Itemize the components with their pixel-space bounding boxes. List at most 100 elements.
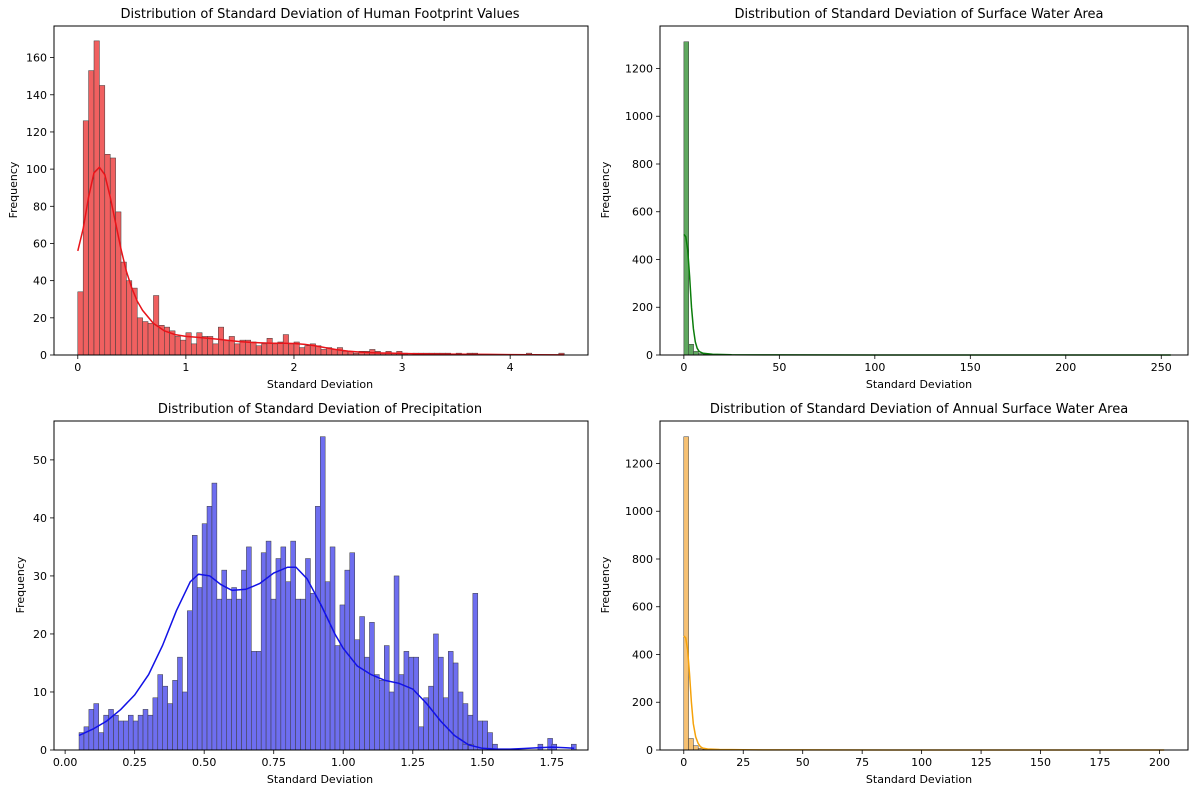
histogram-bar	[310, 593, 316, 751]
histogram-bar	[177, 656, 183, 751]
x-tick-label: 2	[290, 361, 297, 374]
histogram-bar	[304, 345, 311, 356]
x-tick-label: 1.25	[401, 756, 426, 769]
kde-line-human-footprint	[77, 166, 565, 356]
histogram-bar	[241, 569, 247, 751]
x-axis-label: Standard Deviation	[866, 378, 972, 391]
histogram-bar	[339, 604, 346, 751]
x-tick-label: 0.25	[122, 756, 147, 769]
histogram-bar	[93, 40, 100, 356]
histogram-bar	[83, 726, 90, 751]
x-tick-label: 0.00	[53, 756, 78, 769]
histogram-bar	[228, 336, 235, 356]
plot-frame	[53, 25, 589, 356]
histogram-bar	[234, 343, 241, 356]
histogram-bar	[142, 709, 149, 751]
histogram-bar	[683, 41, 689, 356]
histogram-bar	[246, 546, 252, 751]
histogram-bar	[482, 720, 488, 751]
histogram-bar	[438, 656, 444, 751]
x-ticks: 0 25 50 75 100 125 150 175 200	[680, 750, 1170, 769]
x-tick-label: 200	[1149, 756, 1170, 769]
y-axis-label: Frequency	[599, 161, 612, 218]
histogram-bar	[182, 691, 188, 751]
histogram-bar	[196, 587, 203, 751]
histogram-bar	[211, 482, 218, 751]
histogram-bar	[196, 332, 203, 356]
histogram-bar	[272, 343, 279, 356]
histogram-bar	[334, 645, 341, 751]
panel-precipitation: Distribution of Standard Deviation of Pr…	[14, 402, 589, 786]
histogram-bar	[223, 339, 230, 356]
histogram-bar	[167, 703, 173, 751]
bars-surface-water	[683, 41, 1172, 356]
y-axis-label: Frequency	[14, 556, 27, 613]
y-tick-label: 0	[646, 349, 653, 362]
histogram-bar	[142, 321, 149, 356]
histogram-bar	[300, 598, 306, 751]
y-axis-label: Frequency	[7, 161, 20, 218]
histogram-bar	[77, 291, 84, 356]
y-tick-label: 400	[632, 648, 653, 661]
histogram-bar	[218, 326, 224, 356]
y-tick-label: 50	[33, 454, 47, 467]
x-tick-label: 100	[911, 756, 932, 769]
x-tick-label: 25	[736, 756, 750, 769]
histogram-bar	[147, 714, 154, 751]
histogram-bar	[305, 558, 311, 751]
histogram-bar	[359, 616, 365, 751]
x-tick-label: 1.00	[331, 756, 356, 769]
histogram-bar	[282, 334, 289, 356]
x-tick-label: 75	[855, 756, 869, 769]
histogram-bar	[187, 610, 193, 751]
y-tick-label: 20	[33, 628, 47, 641]
histogram-bar	[201, 523, 208, 751]
histogram-bar	[236, 598, 242, 751]
histogram-bar	[201, 336, 208, 356]
histogram-bar	[324, 581, 331, 751]
histogram-bar	[255, 345, 262, 356]
histogram-bar	[180, 339, 187, 356]
y-tick-label: 20	[33, 312, 47, 325]
y-tick-label: 1000	[625, 505, 653, 518]
histogram-bar	[123, 720, 129, 751]
histogram-bar	[571, 743, 577, 751]
y-ticks: 0 20 40 60 80 100 120 140 160	[26, 52, 54, 362]
plot-frame	[53, 420, 589, 751]
histogram-bar	[433, 633, 439, 751]
bars-precipitation	[78, 436, 577, 751]
y-tick-label: 40	[33, 512, 47, 525]
histogram-bar	[147, 323, 154, 356]
histogram-bar	[693, 351, 699, 356]
x-tick-label: 150	[960, 361, 981, 374]
x-tick-label: 50	[796, 756, 810, 769]
x-tick-label: 4	[507, 361, 514, 374]
y-ticks: 0 200 400 600 800 1000 1200	[625, 457, 660, 757]
histogram-bar	[99, 85, 106, 356]
y-tick-label: 80	[33, 200, 47, 213]
histogram-bar	[688, 738, 694, 751]
y-tick-label: 800	[632, 158, 653, 171]
histogram-bar	[428, 685, 434, 751]
histogram-bar	[226, 598, 232, 751]
y-tick-label: 400	[632, 253, 653, 266]
histogram-bar	[693, 745, 699, 751]
histogram-bar	[231, 587, 237, 751]
x-tick-label: 200	[1055, 361, 1076, 374]
histogram-bar	[152, 697, 159, 751]
x-tick-label: 175	[1090, 756, 1111, 769]
y-tick-label: 140	[26, 89, 47, 102]
histogram-bar	[280, 546, 287, 751]
y-tick-label: 160	[26, 52, 47, 65]
y-tick-label: 1000	[625, 110, 653, 123]
histogram-bar	[118, 720, 124, 751]
chart-title: Distribution of Standard Deviation of Pr…	[158, 402, 482, 417]
plot-frame	[659, 420, 1189, 751]
histogram-bar	[383, 645, 390, 751]
histogram-bar	[256, 651, 262, 751]
histogram-bar	[418, 726, 424, 751]
histogram-bar	[688, 344, 694, 356]
histogram-bar	[320, 349, 327, 356]
histogram-bar	[206, 506, 213, 751]
y-tick-label: 0	[40, 349, 47, 362]
